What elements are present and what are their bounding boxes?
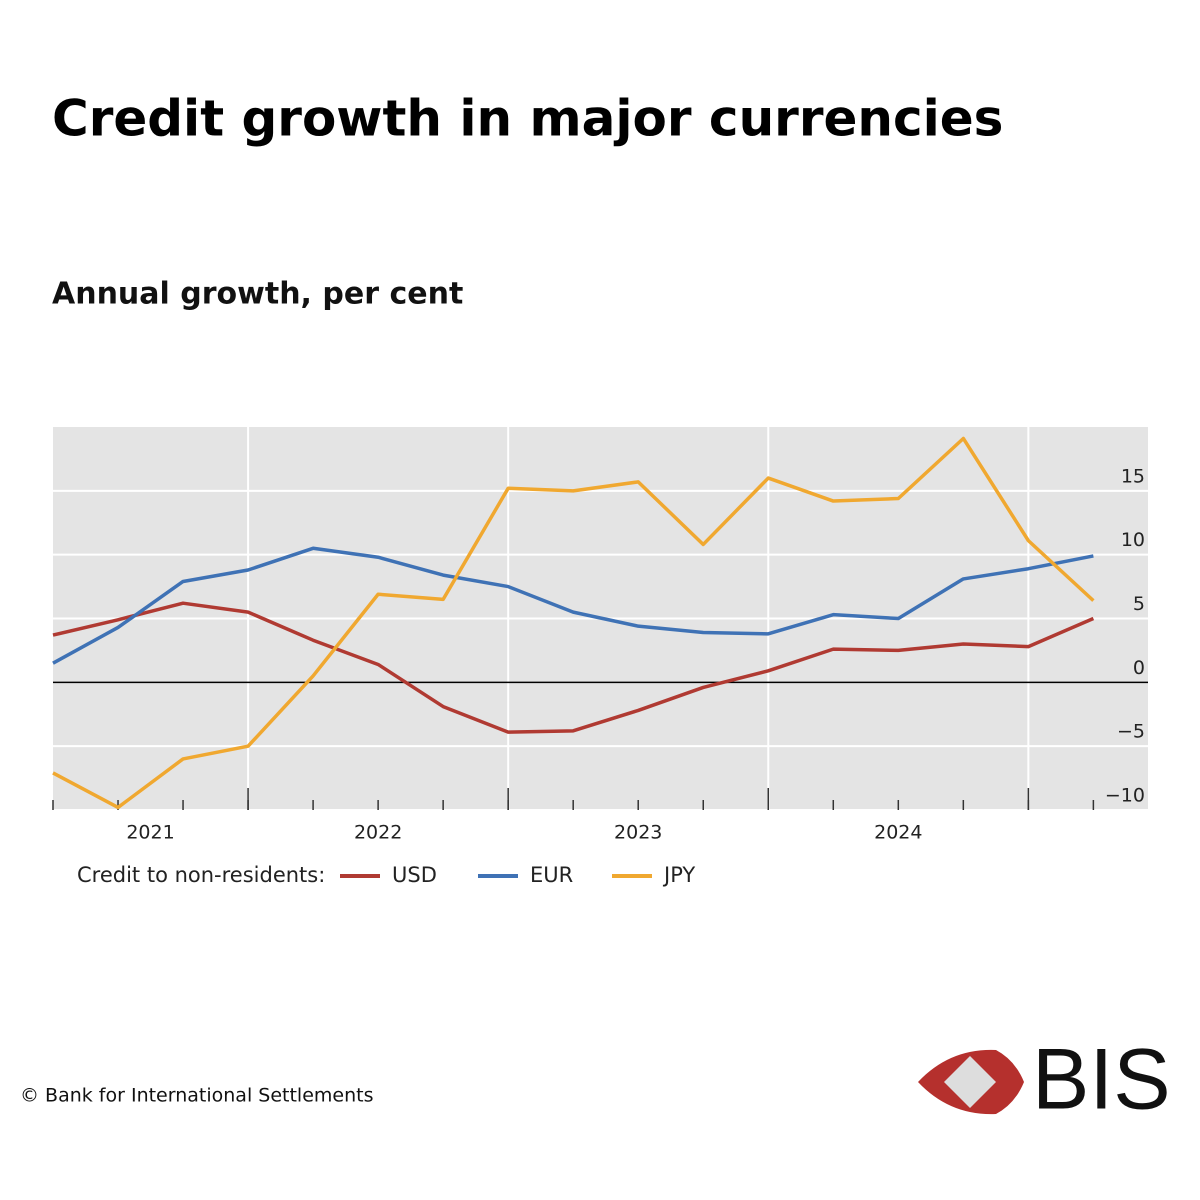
series-line [52,601,1095,734]
legend-title: Credit to non-residents: [77,863,325,887]
logo-diamond [944,1056,996,1108]
y-tick-label: −10 [1105,785,1145,807]
legend-label: USD [392,863,437,887]
series-line [52,436,1095,810]
y-tick-label: 10 [1121,529,1145,551]
lines [52,436,1095,810]
chart-title: Credit growth in major currencies [52,90,1003,148]
y-tick-label: 0 [1133,657,1145,679]
legend-label: EUR [530,863,573,887]
logo-text: BIS [1032,1032,1171,1128]
x-tick-label: 2022 [354,822,402,844]
x-tick-label: 2024 [874,822,922,844]
y-tick-label: −5 [1117,721,1145,743]
x-tick-label: 2021 [126,822,174,844]
series-line [52,546,1094,665]
grid: −10 −5 0 5 10 15 2021 2022 2023 2024 [52,427,1148,844]
footer: © Bank for International Settlements [20,1085,373,1107]
legend-label: JPY [662,863,695,887]
y-tick-label: 5 [1133,593,1145,615]
x-tick-label: 2023 [614,822,662,844]
legend: USD EUR JPY [340,863,695,887]
y-tick-label: 15 [1121,465,1145,487]
chart-subtitle: Annual growth, per cent [52,277,463,312]
logo: BIS [918,1032,1171,1128]
